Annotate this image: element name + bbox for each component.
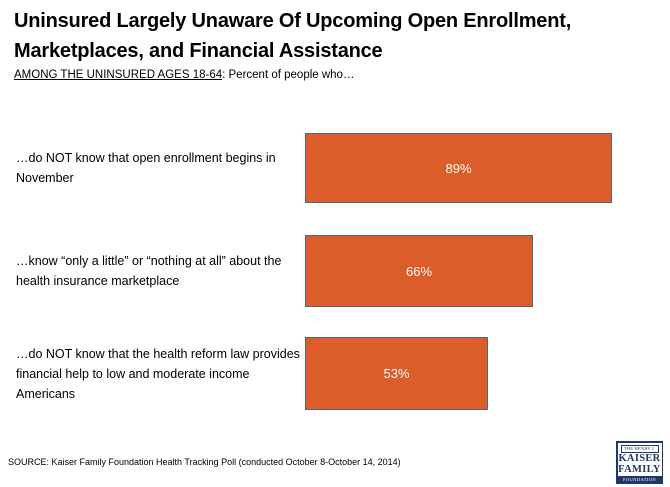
bar-rect: 53% [305, 337, 488, 410]
logo-text-foundation: FOUNDATION [617, 475, 662, 483]
logo-text-family: FAMILY [618, 463, 661, 475]
bar-value-label: 66% [405, 263, 433, 279]
subtitle-underlined-lead: AMONG THE UNINSURED AGES 18-64 [14, 69, 223, 81]
page-title: Uninsured Largely Unaware Of Upcoming Op… [14, 10, 572, 62]
logo-text-kaiser: KAISER [618, 452, 661, 464]
bar-rect: 89% [305, 133, 612, 203]
bar-rect: 66% [305, 235, 533, 307]
chart-row: …know “only a little” or “nothing at all… [0, 235, 670, 307]
bar-category-label: …do NOT know that open enrollment begins… [16, 151, 276, 185]
bar-value-label: 89% [445, 160, 472, 176]
chart-row: …do NOT know that open enrollment begins… [0, 133, 670, 203]
bar-value-label: 53% [383, 366, 410, 381]
logo-text-the-henry-j: THE HENRY J. [620, 444, 659, 453]
bar-category-label: …do NOT know that the health reform law … [16, 346, 300, 401]
logo-inner-panel: THE HENRY J. KAISER FAMILY FOUNDATION [617, 442, 662, 483]
chart-subtitle: AMONG THE UNINSURED AGES 18-64: Percent … [14, 68, 654, 82]
bar-category-label: …know “only a little” or “nothing at all… [16, 254, 282, 288]
subtitle-rest: : Percent of people who… [222, 69, 355, 81]
chart-row: …do NOT know that the health reform law … [0, 337, 670, 410]
source-note: SOURCE: Kaiser Family Foundation Health … [8, 457, 401, 467]
kaiser-family-foundation-logo: THE HENRY J. KAISER FAMILY FOUNDATION [616, 441, 663, 484]
